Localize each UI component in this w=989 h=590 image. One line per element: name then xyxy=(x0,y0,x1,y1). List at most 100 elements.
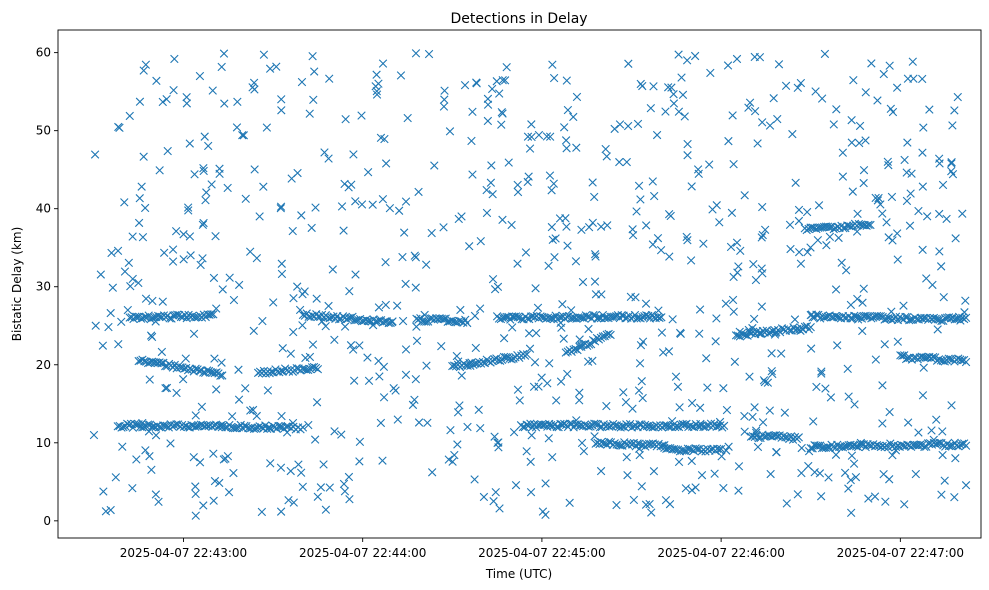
detection-marker xyxy=(732,54,742,64)
detection-marker xyxy=(771,430,781,440)
detection-marker xyxy=(378,456,387,465)
detection-marker xyxy=(786,244,795,254)
plot-area xyxy=(57,29,982,539)
detection-marker xyxy=(330,335,339,344)
detection-marker xyxy=(489,497,498,506)
detection-marker xyxy=(849,76,858,85)
detection-marker xyxy=(278,344,287,353)
detection-marker xyxy=(499,334,509,343)
y-axis-ticks: 0 10 20 30 40 50 60 xyxy=(36,46,58,528)
detection-marker xyxy=(445,127,455,136)
detection-marker xyxy=(307,223,316,233)
detection-marker xyxy=(745,372,754,381)
detection-marker xyxy=(276,204,285,213)
detection-marker xyxy=(867,59,876,68)
detection-marker xyxy=(858,326,867,336)
detection-marker xyxy=(846,508,856,517)
detection-marker xyxy=(588,218,597,227)
detection-marker xyxy=(189,329,199,339)
detection-marker xyxy=(781,81,791,91)
detection-marker xyxy=(532,328,541,338)
detection-marker xyxy=(286,349,295,358)
detection-marker xyxy=(135,194,144,203)
detection-marker xyxy=(881,497,890,506)
detection-marker xyxy=(832,105,841,114)
detection-marker xyxy=(276,202,286,211)
detection-marker xyxy=(232,123,242,132)
detection-marker xyxy=(220,99,229,108)
detection-marker xyxy=(878,419,887,428)
detection-marker xyxy=(601,144,610,154)
detection-marker xyxy=(726,242,736,252)
detection-marker xyxy=(885,407,894,417)
detection-marker xyxy=(654,306,663,315)
detection-marker xyxy=(715,417,725,427)
detection-marker xyxy=(392,301,402,310)
detection-marker xyxy=(578,277,588,287)
detection-marker xyxy=(521,248,531,257)
detection-marker xyxy=(277,95,286,104)
detection-marker xyxy=(241,194,250,204)
detection-marker xyxy=(950,493,959,502)
detection-marker xyxy=(474,405,483,415)
detection-marker xyxy=(310,435,320,444)
detection-marker xyxy=(855,121,865,131)
detection-marker xyxy=(640,312,649,321)
detection-marker xyxy=(905,221,915,230)
detection-marker xyxy=(210,368,219,378)
detection-marker xyxy=(234,395,244,404)
detection-marker xyxy=(683,236,692,245)
scatter-markers xyxy=(89,49,971,520)
detection-marker xyxy=(211,232,220,241)
detection-marker xyxy=(699,239,708,248)
detection-marker xyxy=(381,257,390,267)
detection-marker xyxy=(106,505,115,515)
detection-marker xyxy=(241,384,250,393)
detection-marker xyxy=(773,114,782,124)
detection-marker xyxy=(255,212,264,221)
detection-marker xyxy=(556,377,566,386)
detection-marker xyxy=(749,314,759,324)
detection-marker xyxy=(887,192,897,202)
detection-marker xyxy=(284,496,293,505)
detection-marker xyxy=(130,419,139,429)
detection-marker xyxy=(815,469,825,478)
detection-marker xyxy=(466,361,475,371)
detection-marker xyxy=(826,393,836,402)
detection-marker xyxy=(190,170,199,179)
detection-marker xyxy=(711,337,720,346)
y-tick-label: 50 xyxy=(36,124,51,138)
detection-marker xyxy=(891,442,901,452)
detection-marker xyxy=(740,191,749,200)
detection-marker xyxy=(645,499,654,509)
detection-marker xyxy=(714,445,724,454)
detection-marker xyxy=(649,191,659,201)
detection-marker xyxy=(816,492,826,501)
detection-marker xyxy=(666,211,675,221)
detection-marker xyxy=(147,332,157,342)
detection-marker xyxy=(759,376,769,385)
detection-marker xyxy=(368,320,378,330)
detection-marker xyxy=(782,499,791,508)
detection-marker xyxy=(813,235,823,245)
detection-marker xyxy=(757,302,767,311)
detection-marker xyxy=(250,165,259,174)
detection-marker xyxy=(661,107,670,116)
detection-marker xyxy=(196,260,205,270)
detection-marker xyxy=(311,203,320,212)
detection-marker xyxy=(831,450,841,459)
detection-marker xyxy=(719,483,728,493)
detection-marker xyxy=(575,335,584,344)
detection-marker xyxy=(492,77,501,86)
detection-marker xyxy=(722,446,731,455)
detection-marker xyxy=(844,484,853,493)
detection-marker xyxy=(123,305,132,315)
detection-marker xyxy=(817,367,826,376)
detection-marker xyxy=(101,507,111,516)
detection-marker xyxy=(814,201,824,210)
detection-marker xyxy=(853,315,863,324)
detection-marker xyxy=(748,323,757,333)
detection-marker xyxy=(796,78,806,88)
detection-marker xyxy=(198,254,207,263)
detection-marker xyxy=(954,312,964,322)
